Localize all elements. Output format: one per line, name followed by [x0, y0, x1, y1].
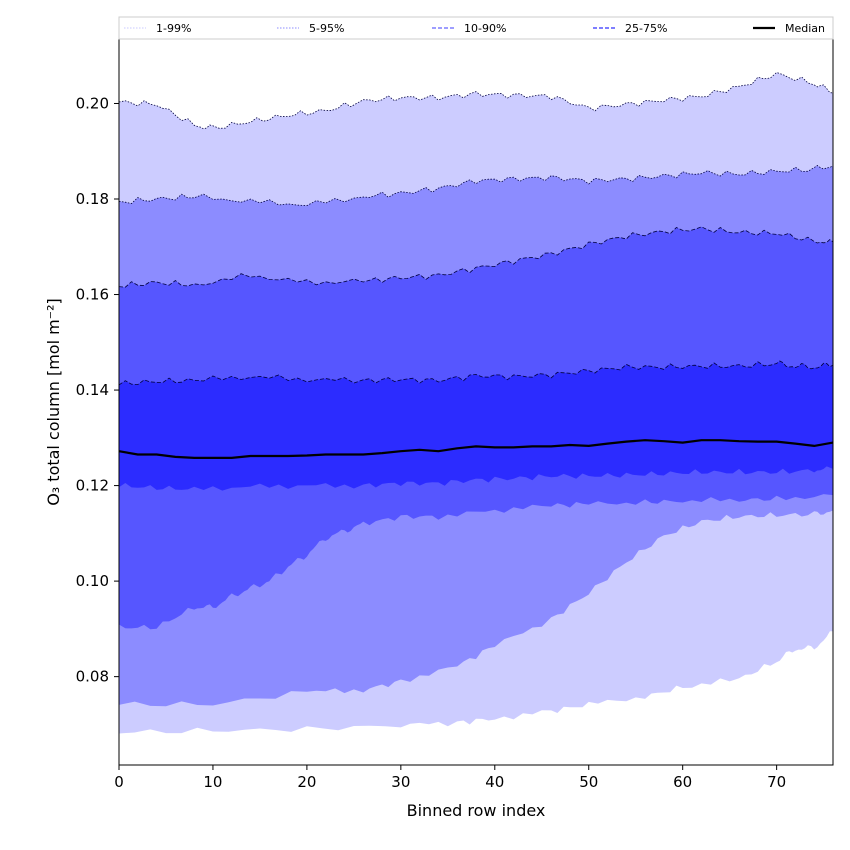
median-line — [118, 439, 834, 459]
x-axis-title: Binned row index — [407, 801, 546, 820]
percentile-bands — [118, 72, 834, 734]
median-layer — [118, 439, 834, 459]
legend-label: 10-90% — [464, 22, 506, 35]
x-tick-label: 20 — [297, 773, 316, 791]
legend-label: 25-75% — [625, 22, 667, 35]
band-upper-line-25-75pct — [118, 360, 834, 386]
y-axis: 0.08 0.10 0.12 0.14 0.16 0.18 0.20 — [76, 94, 119, 686]
legend-label: 1-99% — [156, 22, 191, 35]
y-tick-label: 0.20 — [76, 94, 109, 112]
band-25-75pct — [119, 361, 833, 491]
y-tick-label: 0.14 — [76, 381, 109, 399]
band-upper-line-5-95pct — [118, 165, 834, 207]
band-upper-line-10-90pct — [118, 226, 834, 288]
legend-label: 5-95% — [309, 22, 344, 35]
legend-box — [118, 16, 834, 40]
x-tick-label: 10 — [203, 773, 222, 791]
legend: 1-99% 5-95% 10-90% 25-75% Median — [118, 16, 834, 40]
y-tick-label: 0.08 — [76, 668, 109, 686]
x-tick-label: 0 — [114, 773, 124, 791]
y-tick-label: 0.10 — [76, 572, 109, 590]
x-tick-label: 60 — [673, 773, 692, 791]
legend-label: Median — [785, 22, 825, 35]
x-tick-label: 30 — [391, 773, 410, 791]
y-tick-label: 0.12 — [76, 477, 109, 495]
y-tick-label: 0.18 — [76, 190, 109, 208]
y-tick-label: 0.16 — [76, 286, 109, 304]
x-tick-label: 50 — [579, 773, 598, 791]
x-axis: 0 10 20 30 40 50 60 70 — [114, 765, 786, 791]
band-upper-line-1-99pct — [118, 72, 834, 130]
x-tick-label: 40 — [485, 773, 504, 791]
y-axis-title: O₃ total column [mol m⁻²] — [44, 298, 63, 506]
x-tick-label: 70 — [767, 773, 786, 791]
